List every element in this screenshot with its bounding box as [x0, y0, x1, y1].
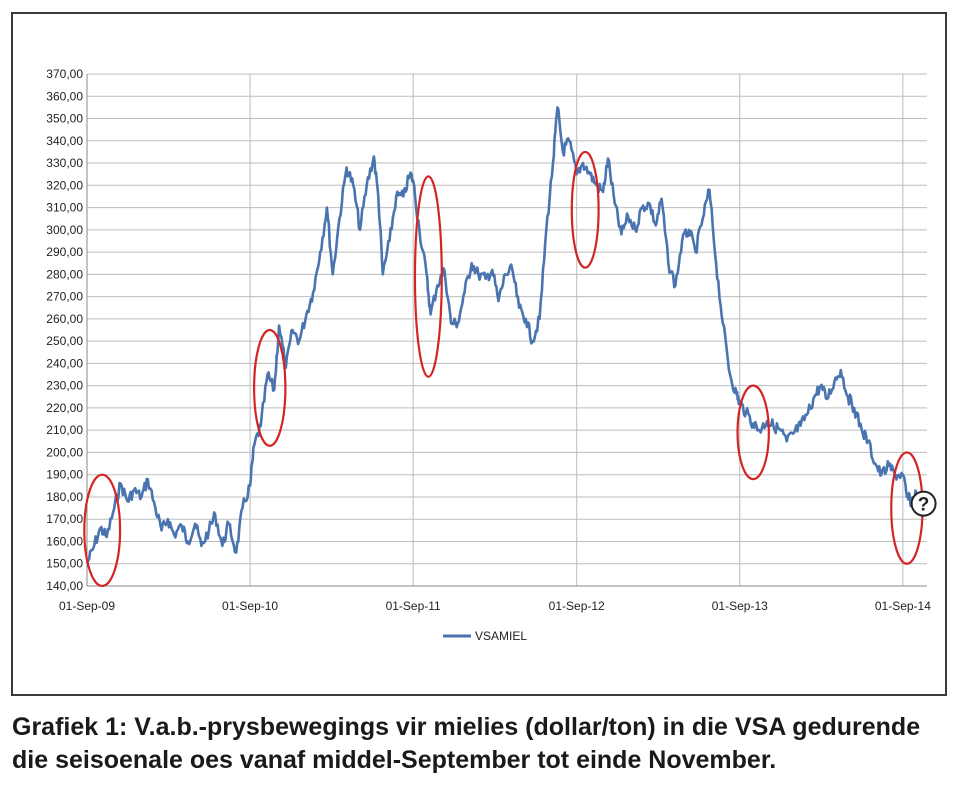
x-tick-label: 01-Sep-10 — [222, 599, 278, 613]
highlight-ellipse — [413, 175, 443, 378]
x-tick-label: 01-Sep-13 — [712, 599, 768, 613]
highlight-ellipse — [736, 384, 770, 481]
y-tick-label: 170,00 — [46, 512, 83, 526]
y-tick-label: 190,00 — [46, 468, 83, 482]
legend-label: VSAMIEL — [475, 629, 527, 643]
highlight-ellipse — [570, 150, 600, 269]
y-tick-label: 310,00 — [46, 201, 83, 215]
y-tick-label: 210,00 — [46, 423, 83, 437]
y-tick-label: 150,00 — [46, 557, 83, 571]
y-tick-label: 160,00 — [46, 534, 83, 548]
y-tick-label: 280,00 — [46, 267, 83, 281]
y-tick-label: 220,00 — [46, 401, 83, 415]
y-tick-label: 230,00 — [46, 379, 83, 393]
x-tick-label: 01-Sep-12 — [549, 599, 605, 613]
question-icon — [910, 490, 937, 517]
y-tick-label: 180,00 — [46, 490, 83, 504]
y-tick-label: 290,00 — [46, 245, 83, 259]
y-tick-label: 140,00 — [46, 579, 83, 593]
y-tick-label: 260,00 — [46, 312, 83, 326]
y-tick-label: 360,00 — [46, 89, 83, 103]
y-tick-label: 330,00 — [46, 156, 83, 170]
series-line-vsamiel — [85, 106, 918, 565]
figure-caption: Grafiek 1: V.a.b.-prysbewegings vir miel… — [12, 713, 921, 774]
y-tick-label: 240,00 — [46, 356, 83, 370]
chart-frame: 140,00 150,00 160,00 170,00 180,00 190,00 200,… — [11, 12, 947, 696]
y-tick-label: 200,00 — [46, 445, 83, 459]
y-tick-label: 250,00 — [46, 334, 83, 348]
x-tick-label: 01-Sep-09 — [59, 599, 115, 613]
y-tick-label: 340,00 — [46, 134, 83, 148]
y-tick-label: 320,00 — [46, 178, 83, 192]
highlight-ellipse — [83, 473, 122, 588]
y-tick-label: 370,00 — [46, 67, 83, 81]
x-tick-label: 01-Sep-14 — [875, 599, 931, 613]
y-tick-label: 270,00 — [46, 290, 83, 304]
x-tick-label: 01-Sep-11 — [386, 599, 441, 613]
highlight-ellipse — [253, 328, 287, 447]
price-chart: 140,00 150,00 160,00 170,00 180,00 190,00 200,… — [46, 67, 937, 643]
y-tick-label: 350,00 — [46, 112, 83, 126]
question-mark-label: ? — [918, 495, 930, 516]
y-tick-label: 300,00 — [46, 223, 83, 237]
